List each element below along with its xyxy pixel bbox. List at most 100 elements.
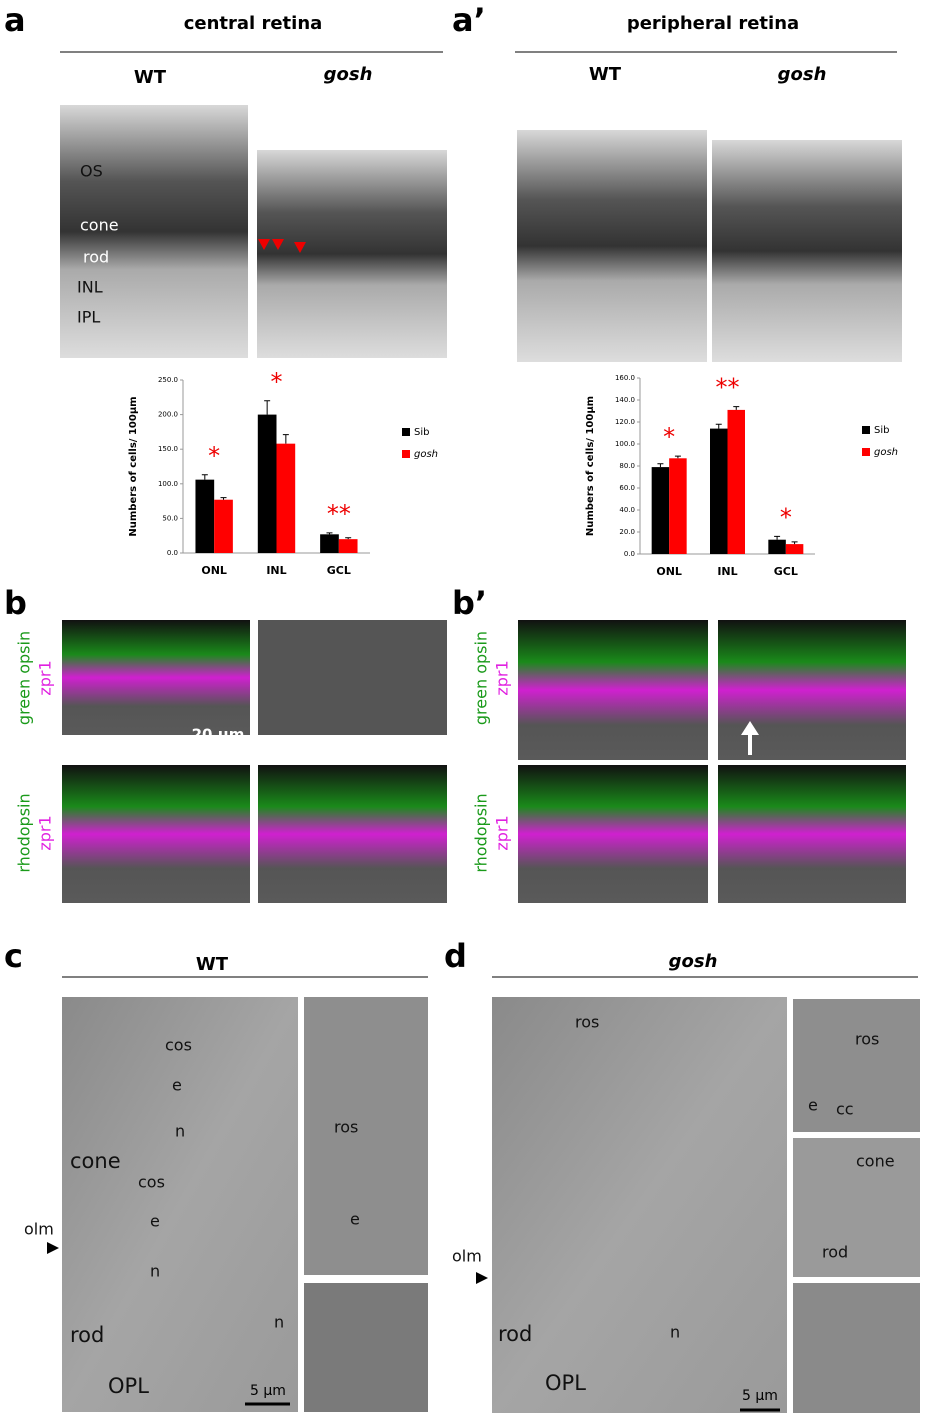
- bar: [276, 443, 296, 553]
- image-label: cc: [836, 1100, 854, 1119]
- panel-letter: d: [444, 937, 467, 975]
- image-label: rod: [83, 248, 109, 267]
- y-tick-label: 100.0: [615, 440, 635, 448]
- micrograph: [492, 997, 787, 1413]
- error-bar: [657, 463, 664, 468]
- panel-title: central retina: [184, 13, 323, 34]
- micrograph: [518, 765, 708, 903]
- micrograph: [712, 140, 902, 362]
- panel-title: gosh: [669, 951, 718, 972]
- legend-swatch: [862, 426, 870, 434]
- y-tick-label: 140.0: [615, 396, 635, 404]
- image-label: n: [150, 1262, 160, 1281]
- significance: *: [780, 503, 792, 531]
- y-tick-label: 60.0: [619, 484, 635, 492]
- x-tick-label: INL: [717, 565, 737, 578]
- error-bar: [264, 400, 271, 415]
- column-label: gosh: [778, 64, 827, 85]
- image-label: olm: [452, 1247, 482, 1266]
- micrograph: [517, 130, 707, 362]
- scale-label: 20 µm: [192, 726, 245, 744]
- significance: *: [663, 423, 675, 451]
- image-label: rod: [498, 1322, 532, 1346]
- bar: [651, 467, 670, 554]
- micrograph: [793, 1138, 920, 1277]
- micrograph: [258, 765, 447, 903]
- y-tick-label: 100.0: [158, 480, 178, 488]
- error-bar: [201, 474, 208, 480]
- arrowhead: [47, 1242, 59, 1254]
- panel-letter: c: [4, 937, 23, 975]
- x-tick-label: ONL: [656, 565, 682, 578]
- image-label: ros: [334, 1118, 358, 1137]
- stain-label: zpr1: [493, 660, 512, 695]
- image-label: INL: [77, 278, 103, 297]
- image-label: n: [670, 1323, 680, 1342]
- y-tick-label: 50.0: [162, 514, 178, 522]
- micrograph: [62, 620, 250, 735]
- significance: **: [327, 500, 351, 528]
- error-bar: [733, 406, 740, 410]
- error-bar: [774, 535, 781, 540]
- panel-title: peripheral retina: [627, 13, 799, 34]
- image-label: OS: [80, 162, 103, 181]
- image-label: olm: [24, 1220, 54, 1239]
- y-tick-label: 160.0: [615, 374, 635, 382]
- bar: [785, 544, 804, 554]
- y-axis-label: Numbers of cells/ 100µm: [128, 396, 139, 536]
- significance: **: [716, 374, 740, 402]
- legend-label: gosh: [414, 449, 438, 460]
- micrograph: [258, 620, 447, 735]
- legend-label: Sib: [874, 425, 889, 436]
- image-label: cos: [138, 1173, 165, 1192]
- y-tick-label: 200.0: [158, 411, 178, 419]
- y-tick-label: 150.0: [158, 445, 178, 453]
- error-bar: [345, 537, 352, 540]
- micrograph: [304, 997, 428, 1275]
- error-bar: [715, 423, 722, 429]
- legend-label: gosh: [874, 447, 898, 458]
- micrograph: [257, 150, 447, 358]
- stain-label: rhodopsin: [15, 793, 34, 872]
- column-label: gosh: [324, 64, 373, 85]
- bar: [727, 409, 745, 554]
- micrograph: [718, 765, 906, 903]
- x-tick-label: INL: [266, 564, 286, 577]
- y-tick-label: 0.0: [167, 549, 178, 557]
- micrograph: [60, 105, 248, 358]
- x-tick-label: GCL: [774, 565, 798, 578]
- y-tick-label: 40.0: [619, 506, 635, 514]
- bar: [257, 414, 277, 553]
- error-bar: [326, 532, 333, 535]
- panel-letter: a: [4, 1, 26, 39]
- y-tick-label: 120.0: [615, 418, 635, 426]
- column-label: WT: [134, 67, 167, 88]
- bar: [669, 458, 687, 554]
- panel-letter: a’: [452, 1, 486, 39]
- image-label: IPL: [77, 308, 100, 327]
- y-tick-label: 250.0: [158, 376, 178, 384]
- y-tick-label: 80.0: [619, 462, 635, 470]
- image-label: e: [150, 1212, 160, 1231]
- image-label: e: [350, 1210, 360, 1229]
- panel-title: WT: [196, 954, 229, 975]
- micrograph: [718, 620, 906, 760]
- bar: [710, 428, 728, 554]
- y-axis-label: Numbers of cells/ 100µm: [585, 396, 596, 536]
- bar: [338, 539, 358, 553]
- significance: *: [208, 442, 220, 470]
- panel-letter: b: [4, 584, 27, 622]
- x-tick-label: GCL: [327, 564, 351, 577]
- bar: [214, 499, 233, 553]
- micrograph: [518, 620, 708, 760]
- image-label: cos: [165, 1036, 192, 1055]
- bar: [195, 479, 215, 553]
- error-bar: [220, 497, 227, 500]
- legend-label: Sib: [414, 427, 429, 438]
- legend-swatch: [402, 428, 410, 436]
- micrograph: [793, 1283, 920, 1413]
- bar: [320, 534, 339, 553]
- stain-label: green opsin: [15, 631, 34, 725]
- error-bar: [674, 455, 681, 459]
